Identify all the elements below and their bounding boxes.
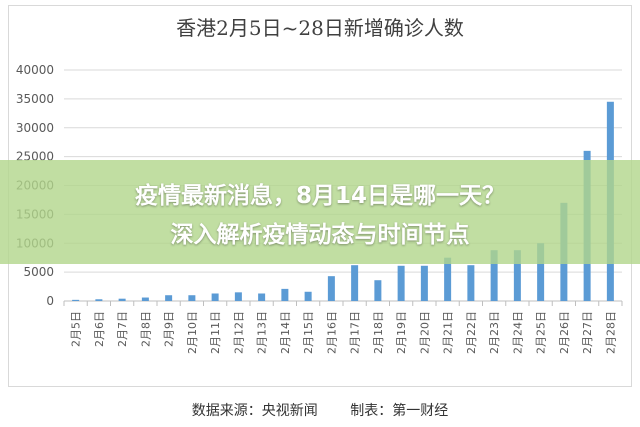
y-tick-label: 30000 [16,121,54,135]
x-tick-label: 2月24日 [511,311,524,354]
bar [537,243,545,301]
data-source: 数据来源：央视新闻 [191,403,318,419]
x-tick-label: 2月5日 [70,311,83,347]
x-tick-label: 2月27日 [581,311,594,354]
bar [513,250,521,301]
bar [490,250,498,301]
table-maker: 制表：第一财经 [350,403,449,419]
bar [118,298,126,301]
x-tick-label: 2月11日 [209,311,222,354]
headline-banner: 疫情最新消息，8月14日是哪一天？ 深入解析疫情动态与时间节点 [0,160,640,264]
x-tick-label: 2月22日 [465,311,478,354]
bar [304,291,312,301]
x-tick-label: 2月8日 [139,311,152,347]
bar [444,257,452,301]
x-tick-label: 2月21日 [442,311,455,354]
bar [95,299,103,301]
bar [258,293,266,301]
x-tick-label: 2月14日 [279,311,292,354]
bar [397,265,405,301]
y-tick-label: 0 [46,294,54,308]
bar [420,265,428,301]
bar [141,297,149,301]
bar [234,292,242,301]
bar [467,265,475,301]
chart-title: 香港2月5日~28日新增确诊人数 [176,16,464,40]
bar [188,295,196,301]
bar [165,295,173,301]
y-tick-label: 5000 [23,265,54,279]
x-tick-label: 2月26日 [558,311,571,354]
y-tick-label: 40000 [16,63,54,77]
x-tick-label: 2月13日 [256,311,269,354]
x-tick-label: 2月18日 [372,311,385,354]
bar [327,276,335,301]
x-tick-label: 2月9日 [163,311,176,347]
headline-line-2: 深入解析疫情动态与时间节点 [170,222,470,248]
x-tick-label: 2月25日 [535,311,548,354]
bar [351,265,359,301]
y-tick-label: 35000 [16,92,54,106]
x-tick-label: 2月19日 [395,311,408,354]
headline-line-1: 疫情最新消息，8月14日是哪一天？ [134,183,505,209]
x-tick-label: 2月28日 [604,311,617,354]
x-tick-label: 2月7日 [116,311,129,347]
bar [374,280,382,301]
bar [281,288,289,301]
x-tick-label: 2月12日 [232,311,245,354]
x-tick-label: 2月15日 [302,311,315,354]
chart-footer: 数据来源：央视新闻 制表：第一财经 [0,400,640,420]
bar [72,299,80,301]
x-tick-label: 2月16日 [325,311,338,354]
x-tick-label: 2月23日 [488,311,501,354]
x-tick-label: 2月17日 [349,311,362,354]
bar [211,293,219,301]
x-tick-label: 2月20日 [418,311,431,354]
x-tick-label: 2月6日 [93,311,106,347]
x-tick-label: 2月10日 [186,311,199,354]
